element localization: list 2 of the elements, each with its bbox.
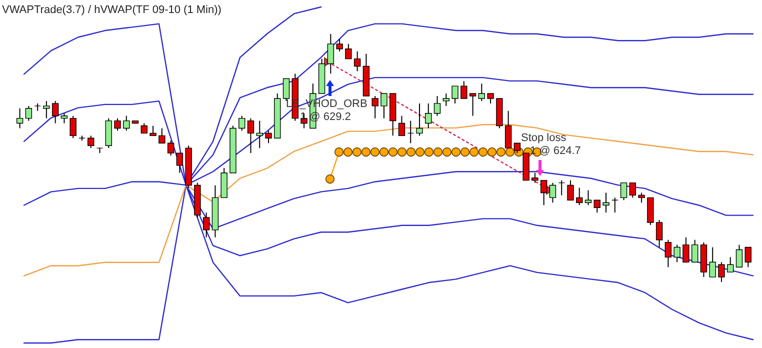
chart-title: VWAPTrade(3.7) / hVWAP(TF 09-10 (1 Min)) — [2, 4, 222, 16]
annotation: Stop loss — [521, 132, 567, 144]
